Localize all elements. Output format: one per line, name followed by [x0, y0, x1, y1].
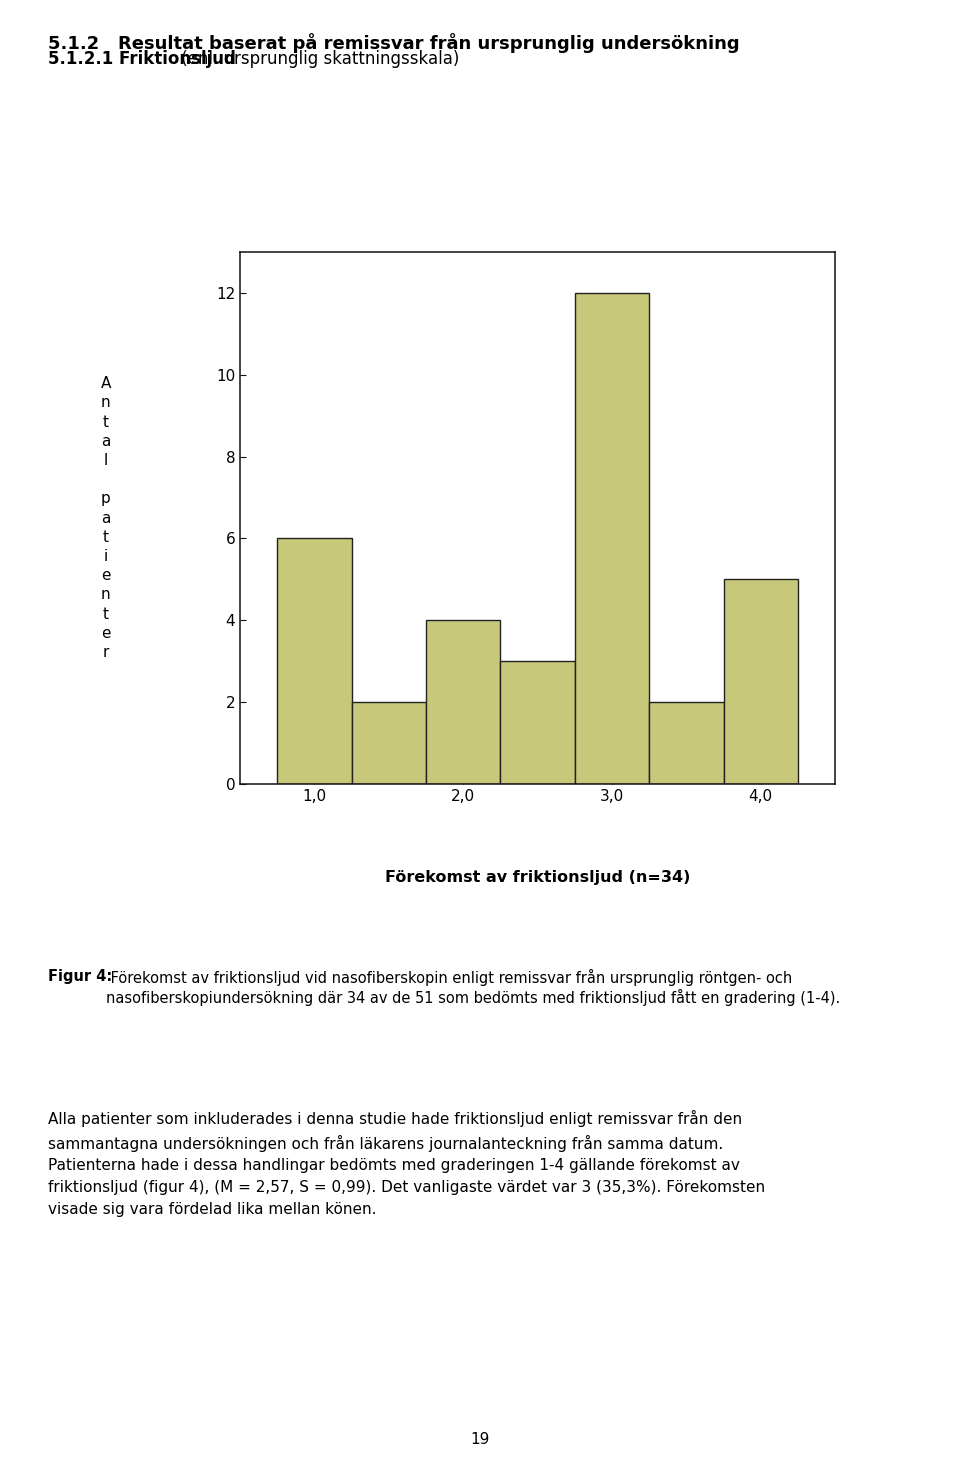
Bar: [575, 293, 649, 784]
Bar: [724, 580, 798, 784]
Text: 19: 19: [470, 1433, 490, 1447]
Bar: [277, 539, 351, 784]
Bar: [649, 703, 724, 784]
Text: Alla patienter som inkluderades i denna studie hade friktionsljud enligt remissv: Alla patienter som inkluderades i denna …: [48, 1110, 765, 1217]
Text: (enl. ursprunglig skattningsskala): (enl. ursprunglig skattningsskala): [176, 50, 459, 68]
Text: 5.1.2   Resultat baserat på remissvar från ursprunglig undersökning: 5.1.2 Resultat baserat på remissvar från…: [48, 33, 739, 53]
Text: Förekomst av friktionsljud (n=34): Förekomst av friktionsljud (n=34): [385, 870, 690, 885]
Text: A
n
t
a
l

p
a
t
i
e
n
t
e
r: A n t a l p a t i e n t e r: [101, 376, 110, 660]
Bar: [351, 703, 426, 784]
Text: Figur 4:: Figur 4:: [48, 969, 112, 984]
Text: Förekomst av friktionsljud vid nasofiberskopin enligt remissvar från ursprunglig: Förekomst av friktionsljud vid nasofiber…: [106, 969, 840, 1006]
Bar: [426, 620, 500, 784]
Bar: [500, 662, 575, 784]
Text: 5.1.2.1 Friktionsljud: 5.1.2.1 Friktionsljud: [48, 50, 236, 68]
